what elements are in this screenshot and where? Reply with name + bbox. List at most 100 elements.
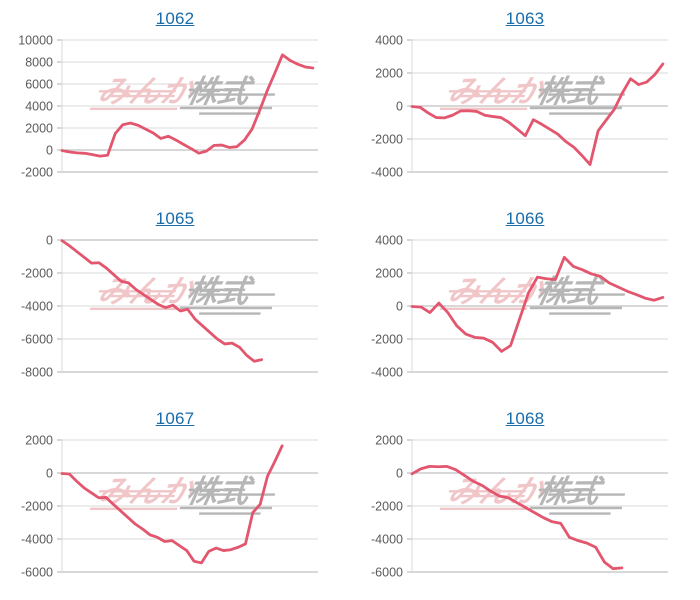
watermark-streak bbox=[188, 288, 246, 291]
watermark-streak bbox=[548, 112, 611, 115]
watermark-streak bbox=[439, 307, 528, 310]
chart-title-link[interactable]: 1067 bbox=[155, 409, 195, 428]
y-tick-label: 2000 bbox=[375, 267, 403, 281]
watermark-text-gray: 株式 bbox=[183, 474, 257, 510]
watermark-streak bbox=[529, 106, 623, 110]
watermark-streak bbox=[548, 512, 611, 515]
y-tick-label: 0 bbox=[396, 300, 403, 314]
watermark-streak bbox=[538, 288, 596, 291]
watermark-streak bbox=[198, 312, 261, 315]
y-tick-label: -6000 bbox=[21, 333, 53, 347]
plot-area: -2000 0 2000 4000 6000 8000 10000 みんか株式 bbox=[0, 0, 350, 200]
chart-title-link[interactable]: 1063 bbox=[505, 9, 545, 28]
watermark-streak bbox=[179, 506, 273, 510]
watermark-streak bbox=[457, 494, 525, 498]
y-tick-label: -2000 bbox=[371, 333, 403, 347]
chart-panel: 1066 -4000 -2000 0 2000 4000 みんか株式 bbox=[350, 200, 700, 400]
watermark-streak bbox=[98, 90, 176, 93]
y-tick-label: -6000 bbox=[21, 566, 53, 580]
y-tick-label: -6000 bbox=[371, 566, 403, 580]
watermark-text-gray: 株式 bbox=[533, 274, 607, 310]
watermark-streak bbox=[98, 490, 176, 493]
y-tick-label: -8000 bbox=[21, 366, 53, 380]
watermark: みんか株式 bbox=[89, 74, 276, 115]
watermark-streak bbox=[547, 493, 626, 496]
chart-panel: 1065 -8000 -6000 -4000 -2000 0 みんか株式 bbox=[0, 200, 350, 400]
watermark-streak bbox=[538, 88, 596, 91]
chart-title-link[interactable]: 1065 bbox=[155, 209, 195, 228]
watermark-streak bbox=[547, 293, 626, 296]
data-series-line bbox=[410, 62, 665, 166]
chart-title-link[interactable]: 1066 bbox=[505, 209, 545, 228]
y-tick-label: 10000 bbox=[18, 34, 53, 48]
watermark-streak bbox=[529, 306, 623, 310]
watermark-streak bbox=[197, 293, 276, 296]
y-tick-label: 0 bbox=[396, 467, 403, 481]
chart-title-link[interactable]: 1062 bbox=[155, 9, 195, 28]
y-tick-label: 0 bbox=[46, 144, 53, 158]
plot-svg: -4000 -2000 0 2000 4000 みんか株式 bbox=[371, 234, 668, 380]
chart-panel: 1067-6000-4000-200002000みんか株式 bbox=[0, 400, 350, 600]
plot-area: -4000 -2000 0 2000 4000 みんか株式 bbox=[350, 200, 700, 400]
y-tick-label: 8000 bbox=[25, 56, 53, 70]
watermark-streak bbox=[448, 490, 526, 493]
watermark-text-gray: 株式 bbox=[183, 274, 257, 310]
watermark-streak bbox=[439, 507, 528, 510]
y-tick-label: 6000 bbox=[25, 78, 53, 92]
watermark-text-gray: 株式 bbox=[183, 74, 257, 110]
watermark-streak bbox=[179, 306, 273, 310]
plot-svg: -6000 -4000 -2000 0 2000 みんか株式 bbox=[371, 434, 668, 580]
y-tick-label: 4000 bbox=[375, 234, 403, 248]
y-tick-label: -2000 bbox=[371, 500, 403, 514]
watermark-streak bbox=[197, 493, 276, 496]
watermark: みんか株式 bbox=[439, 74, 626, 115]
y-tick-label: 4000 bbox=[375, 34, 403, 48]
watermark-streak bbox=[89, 307, 178, 310]
plot-svg: -2000 0 2000 4000 6000 8000 10000 みんか株式 bbox=[18, 34, 318, 180]
watermark-streak bbox=[538, 488, 596, 491]
watermark-streak bbox=[179, 106, 273, 110]
watermark-streak bbox=[547, 93, 626, 96]
plot-area: -6000-4000-200002000みんか株式 bbox=[0, 400, 350, 600]
chart-panel: 1063 -4000 -2000 0 2000 4000 みんか株式 bbox=[350, 0, 700, 200]
chart-panel: 1062 -2000 0 2000 4000 6000 8000 10000 みんか株式 bbox=[0, 0, 350, 200]
watermark-streak bbox=[457, 94, 525, 98]
y-tick-label: 2000 bbox=[25, 122, 53, 136]
y-tick-label: -4000 bbox=[371, 533, 403, 547]
data-series-line bbox=[60, 444, 284, 565]
watermark-streak bbox=[107, 494, 175, 498]
y-tick-label: -4000 bbox=[371, 366, 403, 380]
watermark: みんか株式 bbox=[89, 274, 276, 315]
watermark-streak bbox=[448, 90, 526, 93]
plot-svg: -6000-4000-200002000みんか株式 bbox=[21, 434, 318, 580]
y-tick-label: 2000 bbox=[375, 434, 403, 448]
watermark-streak bbox=[188, 88, 246, 91]
chart-panel: 1068 -6000 -4000 -2000 0 2000 みんか株式 bbox=[350, 400, 700, 600]
plot-svg: -4000 -2000 0 2000 4000 みんか株式 bbox=[371, 34, 668, 180]
watermark-streak bbox=[188, 488, 246, 491]
watermark: みんか株式 bbox=[439, 274, 626, 315]
watermark-text-gray: 株式 bbox=[533, 474, 607, 510]
y-tick-label: -2000 bbox=[21, 166, 53, 180]
plot-area: -8000 -6000 -4000 -2000 0 みんか株式 bbox=[0, 200, 350, 400]
y-tick-label: -2000 bbox=[21, 267, 53, 281]
y-tick-label: 0 bbox=[46, 234, 53, 248]
y-tick-label: -4000 bbox=[371, 166, 403, 180]
plot-svg: -8000 -6000 -4000 -2000 0 みんか株式 bbox=[21, 234, 318, 380]
y-tick-label: 2000 bbox=[25, 434, 53, 448]
watermark-streak bbox=[89, 107, 178, 110]
y-tick-label: 4000 bbox=[25, 100, 53, 114]
chart-title-link[interactable]: 1068 bbox=[505, 409, 545, 428]
watermark-streak bbox=[529, 506, 623, 510]
watermark-streak bbox=[107, 94, 175, 98]
y-tick-label: 2000 bbox=[375, 67, 403, 81]
data-series-line bbox=[60, 53, 315, 158]
y-tick-label: -4000 bbox=[21, 533, 53, 547]
y-tick-label: -4000 bbox=[21, 300, 53, 314]
watermark-streak bbox=[548, 312, 611, 315]
plot-area: -4000 -2000 0 2000 4000 みんか株式 bbox=[350, 0, 700, 200]
y-tick-label: -2000 bbox=[371, 133, 403, 147]
watermark: みんか株式 bbox=[439, 474, 626, 515]
watermark-streak bbox=[198, 112, 261, 115]
watermark-text-gray: 株式 bbox=[533, 74, 607, 110]
